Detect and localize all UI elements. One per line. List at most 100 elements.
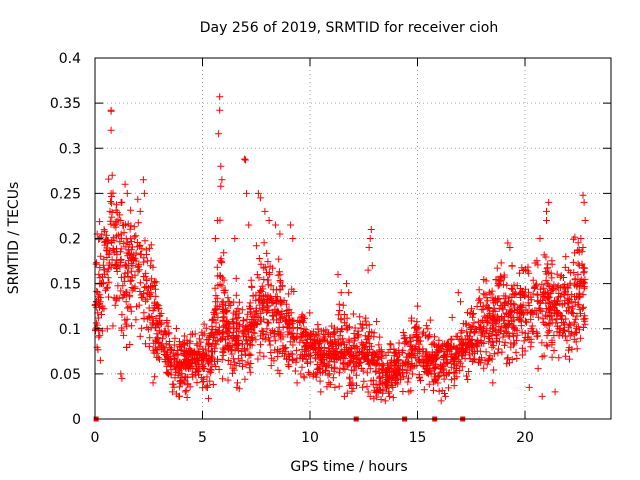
data-point <box>467 325 475 333</box>
data-point <box>190 355 198 363</box>
data-point <box>368 328 376 336</box>
data-point <box>343 362 351 370</box>
data-point <box>566 332 574 340</box>
data-point <box>482 348 490 356</box>
data-point <box>424 325 432 333</box>
data-point <box>387 341 395 349</box>
data-point <box>561 321 569 329</box>
data-point <box>240 155 248 163</box>
data-point <box>260 352 268 360</box>
data-point <box>252 242 260 250</box>
data-point <box>182 387 190 394</box>
data-point <box>340 311 348 318</box>
data-point <box>240 316 248 324</box>
data-point <box>211 235 219 242</box>
data-point <box>514 306 522 313</box>
data-point <box>228 350 236 358</box>
data-point <box>399 329 407 336</box>
data-point <box>232 274 240 282</box>
data-point <box>384 360 391 368</box>
data-point <box>431 369 439 377</box>
data-point <box>215 323 223 331</box>
data-point <box>497 259 505 267</box>
data-point <box>122 298 130 306</box>
data-point <box>93 287 101 295</box>
data-point <box>390 345 398 353</box>
data-point <box>304 331 312 338</box>
data-point <box>246 319 254 327</box>
data-point <box>311 354 319 362</box>
data-point <box>495 305 503 313</box>
data-point <box>527 335 535 343</box>
data-point <box>149 319 156 327</box>
data-point <box>134 219 142 227</box>
data-point <box>527 343 535 351</box>
data-point <box>315 364 323 372</box>
data-point <box>366 365 374 373</box>
data-point <box>518 308 526 316</box>
data-point <box>246 368 254 376</box>
data-point <box>208 354 216 362</box>
data-point <box>132 316 140 324</box>
data-point <box>199 363 207 370</box>
data-point <box>248 341 256 349</box>
data-point <box>373 360 381 367</box>
data-point <box>362 351 370 359</box>
data-point <box>293 334 301 342</box>
data-point <box>151 373 159 381</box>
data-point <box>247 276 255 284</box>
data-point <box>334 311 342 319</box>
data-point <box>558 301 566 309</box>
data-point <box>479 305 487 313</box>
data-point <box>450 382 458 390</box>
data-point <box>216 106 224 114</box>
data-point <box>275 308 282 316</box>
y-tick-label: 0.1 <box>59 322 81 338</box>
data-point <box>471 348 479 355</box>
data-point <box>385 363 393 371</box>
data-point <box>356 313 364 321</box>
data-point <box>205 367 213 375</box>
data-point <box>180 378 188 386</box>
data-point <box>351 324 359 332</box>
data-point <box>293 346 301 354</box>
data-point <box>170 383 178 391</box>
data-point <box>564 284 572 292</box>
data-point <box>330 365 338 373</box>
data-point <box>420 386 428 394</box>
data-point <box>263 307 271 315</box>
data-point <box>507 285 515 292</box>
data-point <box>151 277 159 285</box>
data-point <box>136 207 144 215</box>
data-point <box>405 374 412 382</box>
data-point <box>186 339 194 347</box>
data-point <box>120 240 128 248</box>
data-point <box>289 333 297 341</box>
data-point <box>233 314 241 322</box>
data-point <box>231 235 239 242</box>
data-point <box>108 213 116 221</box>
data-point <box>210 331 218 339</box>
data-point <box>461 335 469 343</box>
data-point <box>110 248 118 256</box>
data-point <box>577 235 585 242</box>
data-point <box>473 303 481 310</box>
data-point <box>516 314 524 322</box>
data-point <box>267 295 275 303</box>
data-point <box>500 271 508 279</box>
data-point <box>369 381 377 389</box>
data-point <box>510 332 517 340</box>
data-point <box>150 349 158 357</box>
data-point <box>543 270 551 278</box>
data-point <box>555 289 563 297</box>
data-point <box>217 182 225 190</box>
data-point <box>118 311 126 319</box>
data-point <box>96 264 104 272</box>
data-point <box>218 176 226 184</box>
data-point <box>258 327 266 335</box>
data-point <box>381 369 389 376</box>
data-point <box>286 324 294 332</box>
data-point <box>94 346 102 354</box>
data-point <box>490 342 498 350</box>
data-point <box>570 320 578 328</box>
